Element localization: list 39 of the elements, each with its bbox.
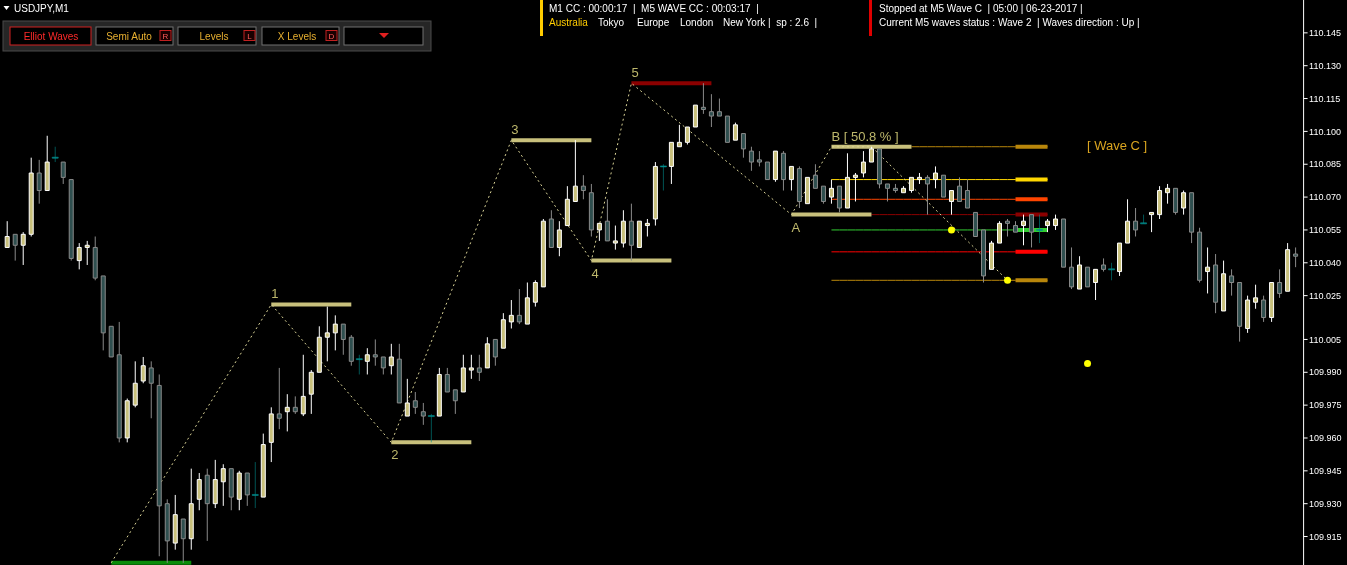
annotation: Levels — [199, 30, 229, 42]
annotation: B [ 50.8 % ] — [831, 128, 899, 144]
y-tick-label: 109.990 — [1309, 367, 1342, 378]
y-tick-label: 109.975 — [1309, 400, 1342, 411]
chart-title: USDJPY,M1 — [14, 3, 70, 14]
y-tick-label: 110.025 — [1309, 290, 1341, 301]
annotation: New York — [723, 17, 767, 28]
annotation: Australia — [549, 17, 589, 28]
y-tick-label: 109.960 — [1309, 433, 1342, 444]
annotation: Current M5 waves status : Wave 2 | Waves direction : Up | — [879, 17, 1140, 28]
y-tick-label: 109.945 — [1309, 465, 1342, 476]
annotation: L — [247, 31, 253, 41]
y-tick-label: 110.145 — [1309, 28, 1341, 38]
y-tick-label: 110.070 — [1309, 192, 1341, 203]
y-tick-label: 109.915 — [1309, 531, 1342, 542]
y-tick-label: 110.055 — [1309, 225, 1341, 236]
y-tick-label: 110.100 — [1309, 126, 1341, 137]
annotation: | sp : 2.6 | — [768, 17, 818, 28]
annotation: [ Wave C ] — [1087, 137, 1148, 153]
annotation: Semi Auto — [106, 30, 153, 42]
annotation: 2 — [391, 447, 399, 463]
annotation: 5 — [631, 65, 639, 81]
annotation: Europe — [637, 17, 670, 28]
y-tick-label: 110.040 — [1309, 257, 1341, 268]
annotation: 3 — [511, 122, 519, 138]
y-tick-label: 109.930 — [1309, 498, 1342, 509]
annotation: Stopped at M5 Wave C | 05:00 | 06-23-2017 | — [879, 3, 1083, 14]
annotation: 1 — [271, 286, 279, 302]
y-tick-label: 110.005 — [1309, 334, 1341, 345]
annotation: M1 CC : 00:00:17 | M5 WAVE CC : 00:03:17 | — [549, 3, 759, 14]
annotation: Tokyo — [598, 17, 625, 28]
y-tick-label: 110.130 — [1309, 60, 1341, 71]
annotation: Elliot Waves — [23, 30, 79, 42]
annotation: London — [680, 17, 714, 28]
y-tick-label: 110.115 — [1309, 93, 1341, 104]
y-tick-label: 110.085 — [1309, 159, 1341, 170]
annotation: A — [791, 219, 801, 235]
annotation: 4 — [591, 265, 599, 281]
annotation: X Levels — [277, 30, 317, 42]
